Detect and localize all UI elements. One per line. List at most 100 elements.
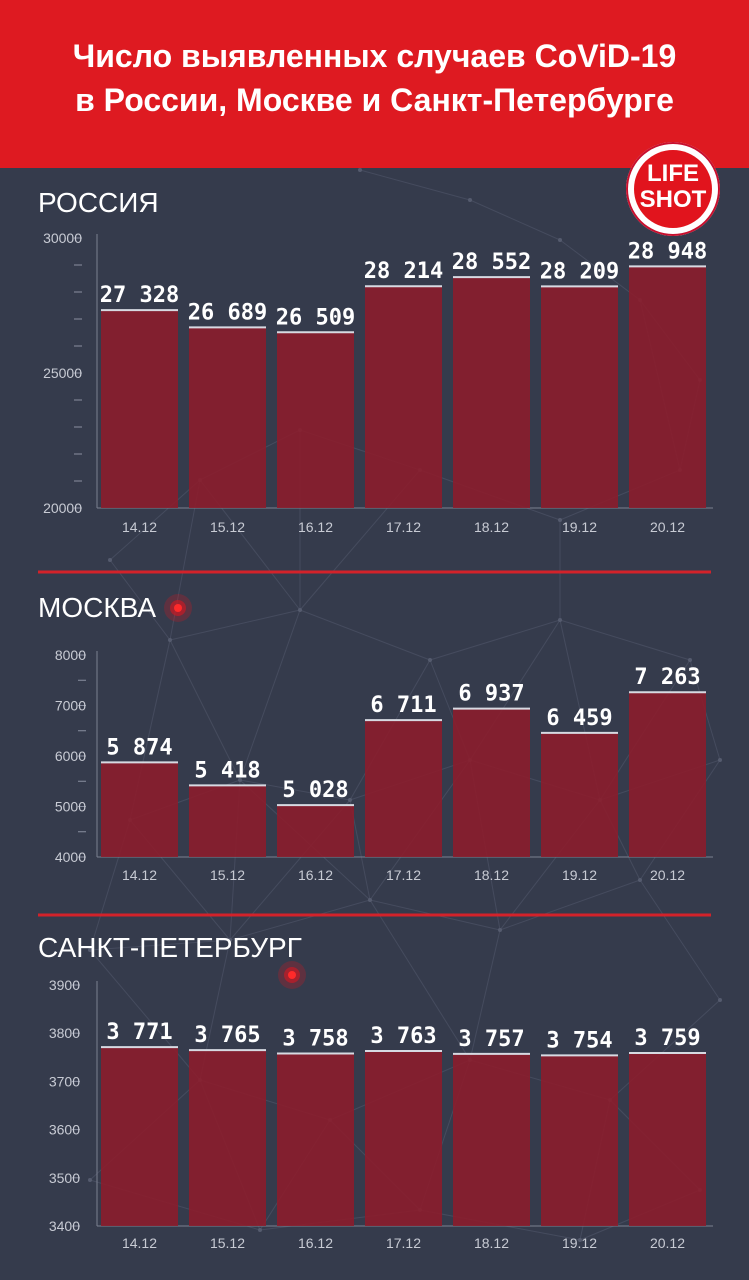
x-tick-label: 20.12	[650, 1235, 685, 1251]
title-line-1: Число выявленных случаев CoViD-19	[72, 38, 677, 74]
bar-value-label: 3 765	[194, 1023, 260, 1048]
x-tick-label: 19.12	[562, 1235, 597, 1251]
x-tick-label: 17.12	[386, 519, 421, 535]
bar-value-label: 27 328	[100, 283, 179, 308]
network-line	[469, 199, 561, 241]
y-tick-label: 3900	[49, 977, 80, 993]
bar	[629, 1052, 706, 1226]
bar	[101, 310, 178, 508]
x-tick-label: 19.12	[562, 867, 597, 883]
network-line	[359, 169, 471, 201]
y-tick-label: 7000	[55, 698, 86, 714]
network-line	[229, 899, 371, 941]
network-node	[298, 608, 302, 612]
logo-badge: LIFE SHOT	[634, 150, 712, 228]
bar-value-label: 6 711	[370, 693, 436, 718]
bar	[365, 1051, 442, 1226]
network-line	[499, 879, 641, 931]
network-line	[89, 949, 201, 1081]
location-dot	[174, 604, 182, 612]
y-tick-label: 25000	[43, 365, 82, 381]
bar	[453, 1053, 530, 1226]
y-tick-label: 4000	[55, 849, 86, 865]
y-tick-label: 3600	[49, 1122, 80, 1138]
bar	[277, 1053, 354, 1226]
network-node	[468, 198, 472, 202]
bar	[189, 785, 266, 857]
bar-value-label: 6 459	[546, 706, 612, 731]
y-tick-label: 3800	[49, 1025, 80, 1041]
bar-value-label: 5 418	[194, 758, 260, 783]
y-tick-label: 3500	[49, 1170, 80, 1186]
bar	[541, 732, 618, 857]
network-node	[88, 1178, 92, 1182]
network-node	[498, 928, 502, 932]
bar	[189, 327, 266, 508]
x-tick-label: 15.12	[210, 1235, 245, 1251]
x-tick-label: 18.12	[474, 867, 509, 883]
network-node	[168, 638, 172, 642]
network-line	[169, 609, 301, 641]
bar	[541, 1055, 618, 1226]
network-node	[718, 998, 722, 1002]
bar	[365, 720, 442, 857]
bar	[453, 708, 530, 857]
network-node	[428, 658, 432, 662]
network-node	[348, 798, 352, 802]
x-tick-label: 19.12	[562, 519, 597, 535]
bar-value-label: 26 689	[188, 300, 267, 325]
network-line	[559, 239, 641, 301]
bar-value-label: 28 214	[364, 259, 443, 284]
x-tick-label: 17.12	[386, 1235, 421, 1251]
x-tick-label: 18.12	[474, 1235, 509, 1251]
bar-value-label: 28 948	[628, 239, 707, 264]
chart-title-russia: РОССИЯ	[38, 187, 159, 218]
chart-russia: РОССИЯ 20000 25000 30000 27 328 14.12 26 689 15…	[38, 187, 713, 574]
network-node	[558, 618, 562, 622]
x-tick-label: 16.12	[298, 519, 333, 535]
network-line	[429, 619, 561, 661]
bar	[277, 805, 354, 857]
network-node	[638, 878, 642, 882]
location-dot	[288, 971, 296, 979]
network-line	[89, 939, 231, 951]
x-tick-label: 14.12	[122, 867, 157, 883]
bar-value-label: 3 757	[458, 1027, 524, 1052]
bar	[101, 762, 178, 857]
bar	[101, 1047, 178, 1226]
network-node	[88, 948, 92, 952]
chart-title-spb: САНКТ-ПЕТЕРБУРГ	[38, 932, 302, 963]
network-node	[108, 558, 112, 562]
bar	[189, 1050, 266, 1226]
network-node	[578, 1238, 582, 1242]
x-tick-label: 15.12	[210, 519, 245, 535]
bar-value-label: 28 209	[540, 259, 619, 284]
network-line	[469, 929, 501, 1061]
network-line	[299, 609, 431, 661]
bar	[453, 277, 530, 508]
network-line	[609, 999, 721, 1101]
bar-value-label: 5 874	[106, 735, 172, 760]
x-tick-label: 16.12	[298, 867, 333, 883]
title-line-2: в России, Москве и Санкт-Петербурге	[75, 82, 674, 118]
bar	[629, 266, 706, 508]
bar-value-label: 3 759	[634, 1026, 700, 1051]
y-tick-label: 6000	[55, 748, 86, 764]
y-tick-label: 3700	[49, 1073, 80, 1089]
x-tick-label: 20.12	[650, 867, 685, 883]
network-node	[558, 238, 562, 242]
y-tick-label: 30000	[43, 230, 82, 246]
x-tick-label: 15.12	[210, 867, 245, 883]
bar-value-label: 3 754	[546, 1028, 612, 1053]
logo-text-life: LIFE	[647, 160, 699, 187]
charts-layer: РОССИЯ 20000 25000 30000 27 328 14.12 26 689 15…	[38, 187, 713, 1251]
x-tick-label: 14.12	[122, 519, 157, 535]
y-tick-label: 5000	[55, 799, 86, 815]
bar-value-label: 26 509	[276, 305, 355, 330]
chart-spb: САНКТ-ПЕТЕРБУРГ 3400 3500 3600 3700 3800 3900 3…	[38, 932, 713, 1251]
network-node	[718, 758, 722, 762]
network-line	[169, 639, 241, 781]
y-tick-label: 20000	[43, 500, 82, 516]
bar	[541, 286, 618, 508]
